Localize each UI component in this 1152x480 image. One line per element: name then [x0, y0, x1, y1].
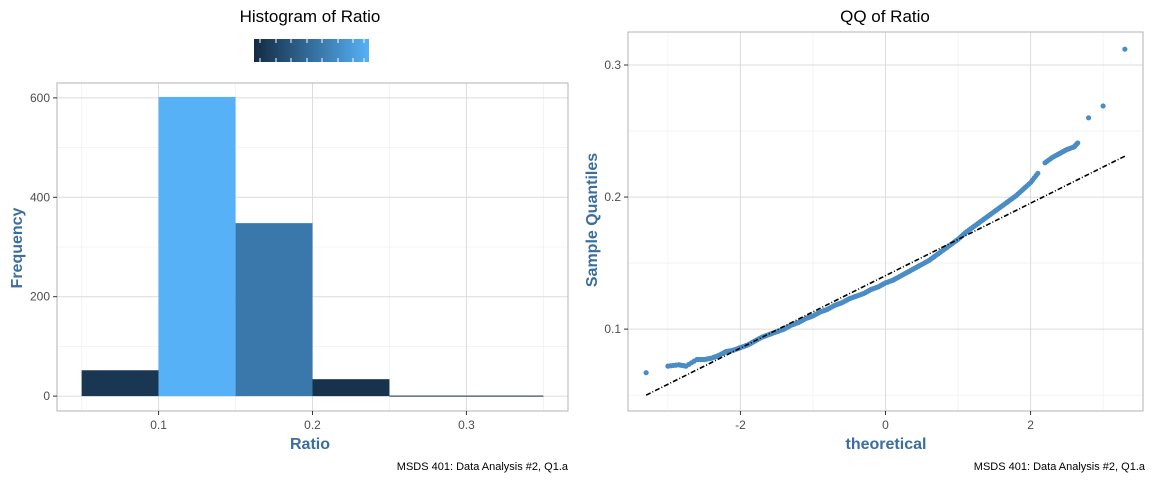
qq-y-tick-label: 0.3	[604, 58, 621, 72]
histogram-y-axis-label: Frequency	[9, 207, 26, 288]
qq-point	[1033, 173, 1039, 179]
histogram-bar	[235, 223, 313, 397]
histogram-x-axis-label: Ratio	[290, 436, 330, 453]
qq-x-axis-label: theoretical	[846, 436, 927, 453]
histogram-x-tick-label: 0.2	[304, 418, 321, 432]
qq-y-tick-label: 0.1	[604, 322, 621, 336]
qq-plot-area: -2 0 2 0.1 0.2 0.3	[604, 31, 1144, 432]
qq-point	[931, 253, 938, 260]
qq-point	[1100, 103, 1106, 109]
histogram-y-tick-label: 200	[30, 290, 50, 304]
qq-point	[691, 358, 697, 364]
qq-point	[968, 226, 974, 232]
qq-point	[1074, 141, 1080, 147]
qq-point	[982, 215, 988, 221]
qq-point	[1004, 199, 1010, 205]
qq-title: QQ of Ratio	[840, 7, 930, 26]
qq-point	[1026, 181, 1032, 187]
histogram-bar	[81, 370, 159, 397]
qq-y-tick-label: 0.2	[604, 190, 621, 204]
histogram-plot-area: 0.1 0.2 0.3 0 200 400 600	[30, 82, 569, 432]
qq-point	[975, 220, 981, 227]
histogram-chart: Histogram of Ratio 0.1 0.2 0.3 0 200 400 600 R…	[9, 7, 569, 473]
histogram-panel: Histogram of Ratio 0.1 0.2 0.3 0 200 400 600 R…	[9, 7, 569, 473]
histogram-y-tick-label: 0	[43, 389, 50, 403]
qq-caption: MSDS 401: Data Analysis #2, Q1.a	[974, 461, 1146, 473]
qq-point	[681, 363, 687, 369]
histogram-colorbar-legend	[254, 39, 369, 62]
qq-point	[1122, 46, 1128, 52]
qq-chart: QQ of Ratio -2 0 2 0.1 0.2 0.3 theoretical Sa…	[584, 7, 1146, 473]
qq-point	[939, 248, 945, 254]
qq-panel: QQ of Ratio -2 0 2 0.1 0.2 0.3 theoretical Sa…	[576, 0, 1152, 480]
histogram-x-tick-label: 0.1	[150, 418, 167, 432]
qq-point	[953, 238, 959, 244]
qq-x-tick-label: 0	[882, 418, 889, 432]
qq-point	[673, 362, 679, 368]
histogram-y-tick-label: 600	[30, 91, 50, 105]
colorbar	[254, 39, 369, 62]
qq-x-tick-label: -2	[735, 418, 746, 432]
histogram-caption: MSDS 401: Data Analysis #2, Q1.a	[397, 461, 569, 473]
histogram-y-tick-label: 400	[30, 190, 50, 204]
qq-point	[989, 210, 996, 216]
qq-x-tick-label: 2	[1027, 418, 1034, 432]
qq-y-axis-label: Sample Quantiles	[584, 153, 601, 287]
qq-point	[960, 231, 967, 237]
histogram-title: Histogram of Ratio	[240, 7, 381, 26]
histogram-bar	[389, 395, 467, 397]
qq-point	[1011, 194, 1017, 200]
histogram-bar	[312, 379, 390, 397]
qq-point	[1085, 115, 1092, 121]
qq-point	[997, 205, 1003, 211]
qq-point	[1018, 188, 1025, 194]
qq-reference-line	[645, 155, 1126, 396]
qq-point	[643, 370, 649, 376]
histogram-bar	[158, 96, 236, 397]
histogram-x-tick-label: 0.3	[458, 418, 475, 432]
histogram-bar	[466, 395, 544, 397]
